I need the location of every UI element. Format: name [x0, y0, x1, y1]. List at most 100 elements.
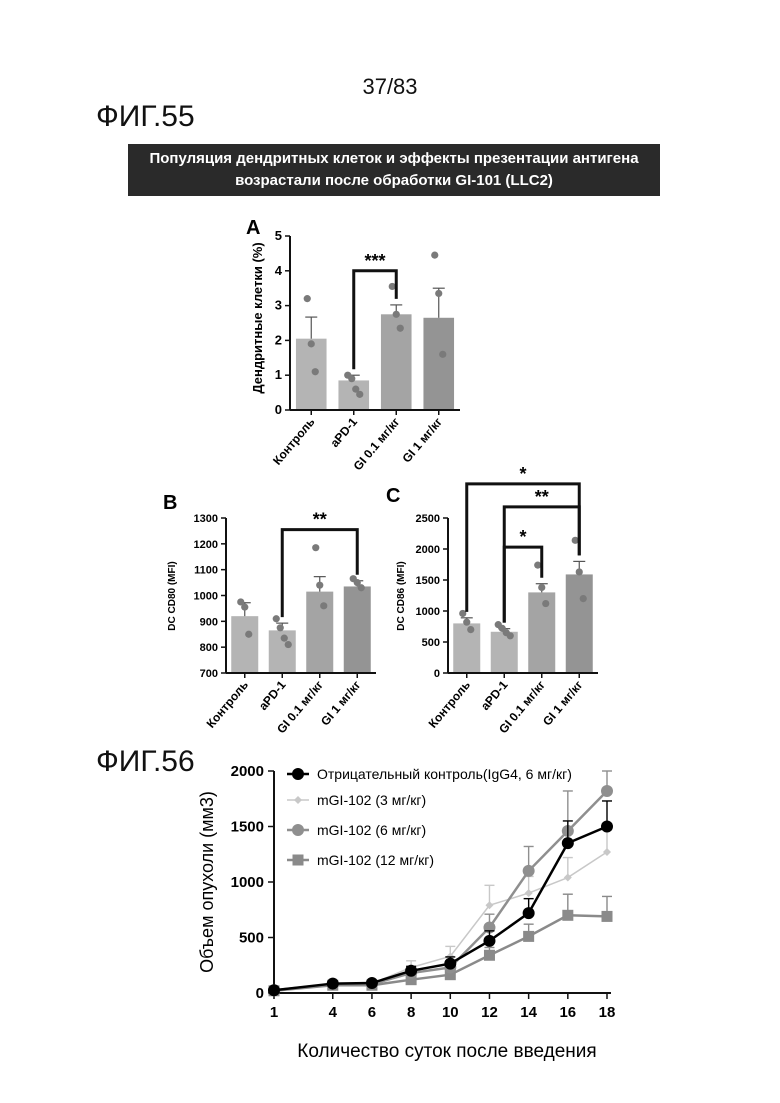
- marker-square: [293, 855, 304, 866]
- bar: [423, 318, 454, 410]
- x-tick-label: GI 1 мг/кг: [540, 678, 586, 729]
- data-point: [538, 584, 545, 591]
- legend-label: mGI-102 (12 мг/кг): [317, 852, 434, 868]
- marker-circle: [444, 958, 456, 970]
- marker-diamond: [525, 889, 533, 897]
- marker-circle: [523, 907, 535, 919]
- y-tick-label: 1000: [416, 606, 440, 618]
- y-tick-label: 2000: [231, 763, 264, 780]
- significance-label: *: [519, 527, 526, 547]
- bar: [231, 616, 258, 673]
- bar: [296, 339, 327, 410]
- marker-circle: [523, 865, 535, 877]
- x-tick-label: 16: [559, 1004, 576, 1021]
- y-tick-label: 2500: [416, 513, 440, 525]
- charts-canvas: A012345КонтрольaPD-1GI 0.1 мг/кгGI 1 мг/…: [0, 0, 780, 1103]
- y-tick-label: 1000: [194, 591, 218, 603]
- y-tick-label: 1: [275, 367, 282, 382]
- y-axis-label: DC CD80 (MFI): [167, 561, 178, 630]
- bar: [566, 574, 593, 673]
- y-axis-label: DC CD86 (MFI): [396, 561, 407, 630]
- x-tick-label: 1: [270, 1004, 278, 1021]
- marker-circle: [601, 821, 613, 833]
- bar: [381, 314, 412, 410]
- x-tick-label: 8: [407, 1004, 415, 1021]
- series-path: [274, 791, 607, 990]
- y-tick-label: 500: [239, 930, 264, 947]
- data-point: [580, 595, 587, 602]
- panel-b: B7008009001000110012001300КонтрольaPD-1G…: [163, 492, 376, 736]
- data-point: [542, 600, 549, 607]
- x-tick-label: aPD-1: [256, 678, 289, 713]
- x-axis-label: Количество суток после введения: [297, 1041, 596, 1062]
- y-axis-label: Дендритные клетки (%): [250, 242, 265, 393]
- significance-label: **: [535, 487, 549, 507]
- y-tick-label: 1300: [194, 513, 218, 525]
- marker-circle: [601, 785, 613, 797]
- legend-item: Отрицательный контроль(IgG4, 6 мг/кг): [287, 766, 572, 782]
- data-point: [245, 631, 252, 638]
- data-point: [281, 635, 288, 642]
- legend-item: mGI-102 (12 мг/кг): [287, 852, 434, 868]
- data-point: [320, 602, 327, 609]
- data-point: [312, 368, 319, 375]
- x-tick-label: Контроль: [270, 415, 317, 468]
- legend-label: Отрицательный контроль(IgG4, 6 мг/кг): [317, 766, 572, 782]
- marker-circle: [405, 965, 417, 977]
- panel-fig56: 050010001500200014681012141618Количество…: [197, 763, 615, 1062]
- marker-square: [562, 910, 573, 921]
- panel-c: C05001000150020002500КонтрольaPD-1GI 0.1…: [386, 464, 598, 736]
- y-tick-label: 1500: [416, 575, 440, 587]
- x-tick-label: Контроль: [204, 678, 251, 731]
- marker-circle: [562, 837, 574, 849]
- marker-circle: [366, 977, 378, 989]
- y-tick-label: 900: [200, 616, 218, 628]
- data-point: [576, 568, 583, 575]
- data-point: [348, 375, 355, 382]
- x-tick-label: 4: [329, 1004, 338, 1021]
- data-point: [507, 632, 514, 639]
- x-tick-label: 12: [481, 1004, 498, 1021]
- bar: [306, 592, 333, 673]
- marker-square: [523, 931, 534, 942]
- data-point: [273, 615, 280, 622]
- x-tick-label: 6: [368, 1004, 376, 1021]
- y-tick-label: 1200: [194, 539, 218, 551]
- panel-a: A012345КонтрольaPD-1GI 0.1 мг/кгGI 1 мг/…: [246, 217, 460, 473]
- data-point: [241, 604, 248, 611]
- y-tick-label: 1000: [231, 874, 264, 891]
- significance-label: *: [519, 464, 526, 484]
- bar: [344, 586, 371, 673]
- panel-letter: A: [246, 217, 260, 239]
- x-tick-label: 14: [520, 1004, 537, 1021]
- data-point: [435, 290, 442, 297]
- legend-label: mGI-102 (3 мг/кг): [317, 792, 426, 808]
- bar: [528, 592, 555, 673]
- x-tick-label: 18: [599, 1004, 616, 1021]
- x-tick-label: GI 1 мг/кг: [318, 678, 364, 729]
- x-tick-label: aPD-1: [478, 678, 511, 713]
- y-tick-label: 700: [200, 668, 218, 680]
- y-axis-label: Объем опухоли (мм3): [197, 791, 217, 973]
- y-tick-label: 2: [275, 332, 282, 347]
- marker-square: [602, 911, 613, 922]
- data-point: [277, 624, 284, 631]
- data-point: [439, 351, 446, 358]
- data-point: [316, 582, 323, 589]
- y-tick-label: 4: [275, 263, 283, 278]
- marker-square: [484, 950, 495, 961]
- significance-label: **: [313, 510, 327, 530]
- x-tick-label: GI 1 мг/кг: [399, 415, 445, 466]
- y-tick-label: 500: [422, 637, 440, 649]
- data-point: [393, 311, 400, 318]
- y-tick-label: 1500: [231, 819, 264, 836]
- data-point: [312, 544, 319, 551]
- marker-circle: [268, 984, 280, 996]
- x-tick-label: 10: [442, 1004, 459, 1021]
- panel-letter: C: [386, 485, 400, 507]
- y-tick-label: 2000: [416, 544, 440, 556]
- x-tick-label: aPD-1: [327, 415, 360, 450]
- marker-diamond: [603, 848, 611, 856]
- data-point: [467, 626, 474, 633]
- significance-label: ***: [364, 251, 385, 271]
